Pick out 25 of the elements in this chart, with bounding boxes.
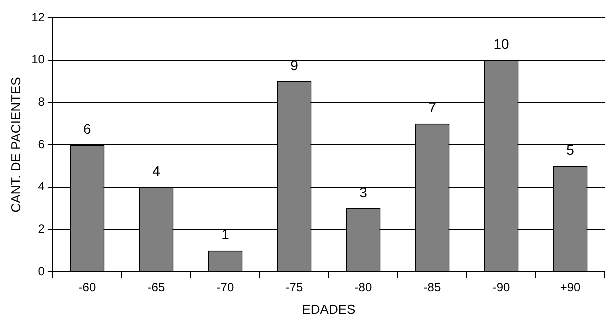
data-label: 10 <box>494 36 510 52</box>
data-label: 6 <box>84 120 92 137</box>
x-tick-label: +90 <box>560 280 581 295</box>
x-tick-label: -85 <box>424 280 442 295</box>
y-tick-label: 10 <box>32 52 46 67</box>
x-tick-label: -70 <box>216 280 234 295</box>
data-label: 7 <box>428 100 437 116</box>
y-tick-label: 6 <box>38 137 46 152</box>
x-tick-label: -60 <box>78 280 96 295</box>
x-tick-label: -80 <box>354 280 372 295</box>
x-tick-label: -75 <box>286 280 304 295</box>
data-label: 1 <box>222 226 230 243</box>
y-axis-title: CANT. DE PACIENTES <box>8 76 24 213</box>
data-label: 9 <box>290 57 299 74</box>
x-tick-label: -65 <box>148 280 166 295</box>
x-axis-title: EDADES <box>302 302 356 317</box>
y-tick-label: 8 <box>38 94 46 109</box>
x-tick-label: -90 <box>492 280 510 295</box>
y-tick-label: 4 <box>38 180 46 194</box>
data-label: 4 <box>152 163 161 180</box>
y-tick-label: 12 <box>32 10 46 24</box>
data-label: 5 <box>566 142 575 158</box>
y-tick-label: 0 <box>38 264 46 278</box>
y-tick-label: 2 <box>38 222 46 236</box>
data-label: 3 <box>360 184 368 200</box>
